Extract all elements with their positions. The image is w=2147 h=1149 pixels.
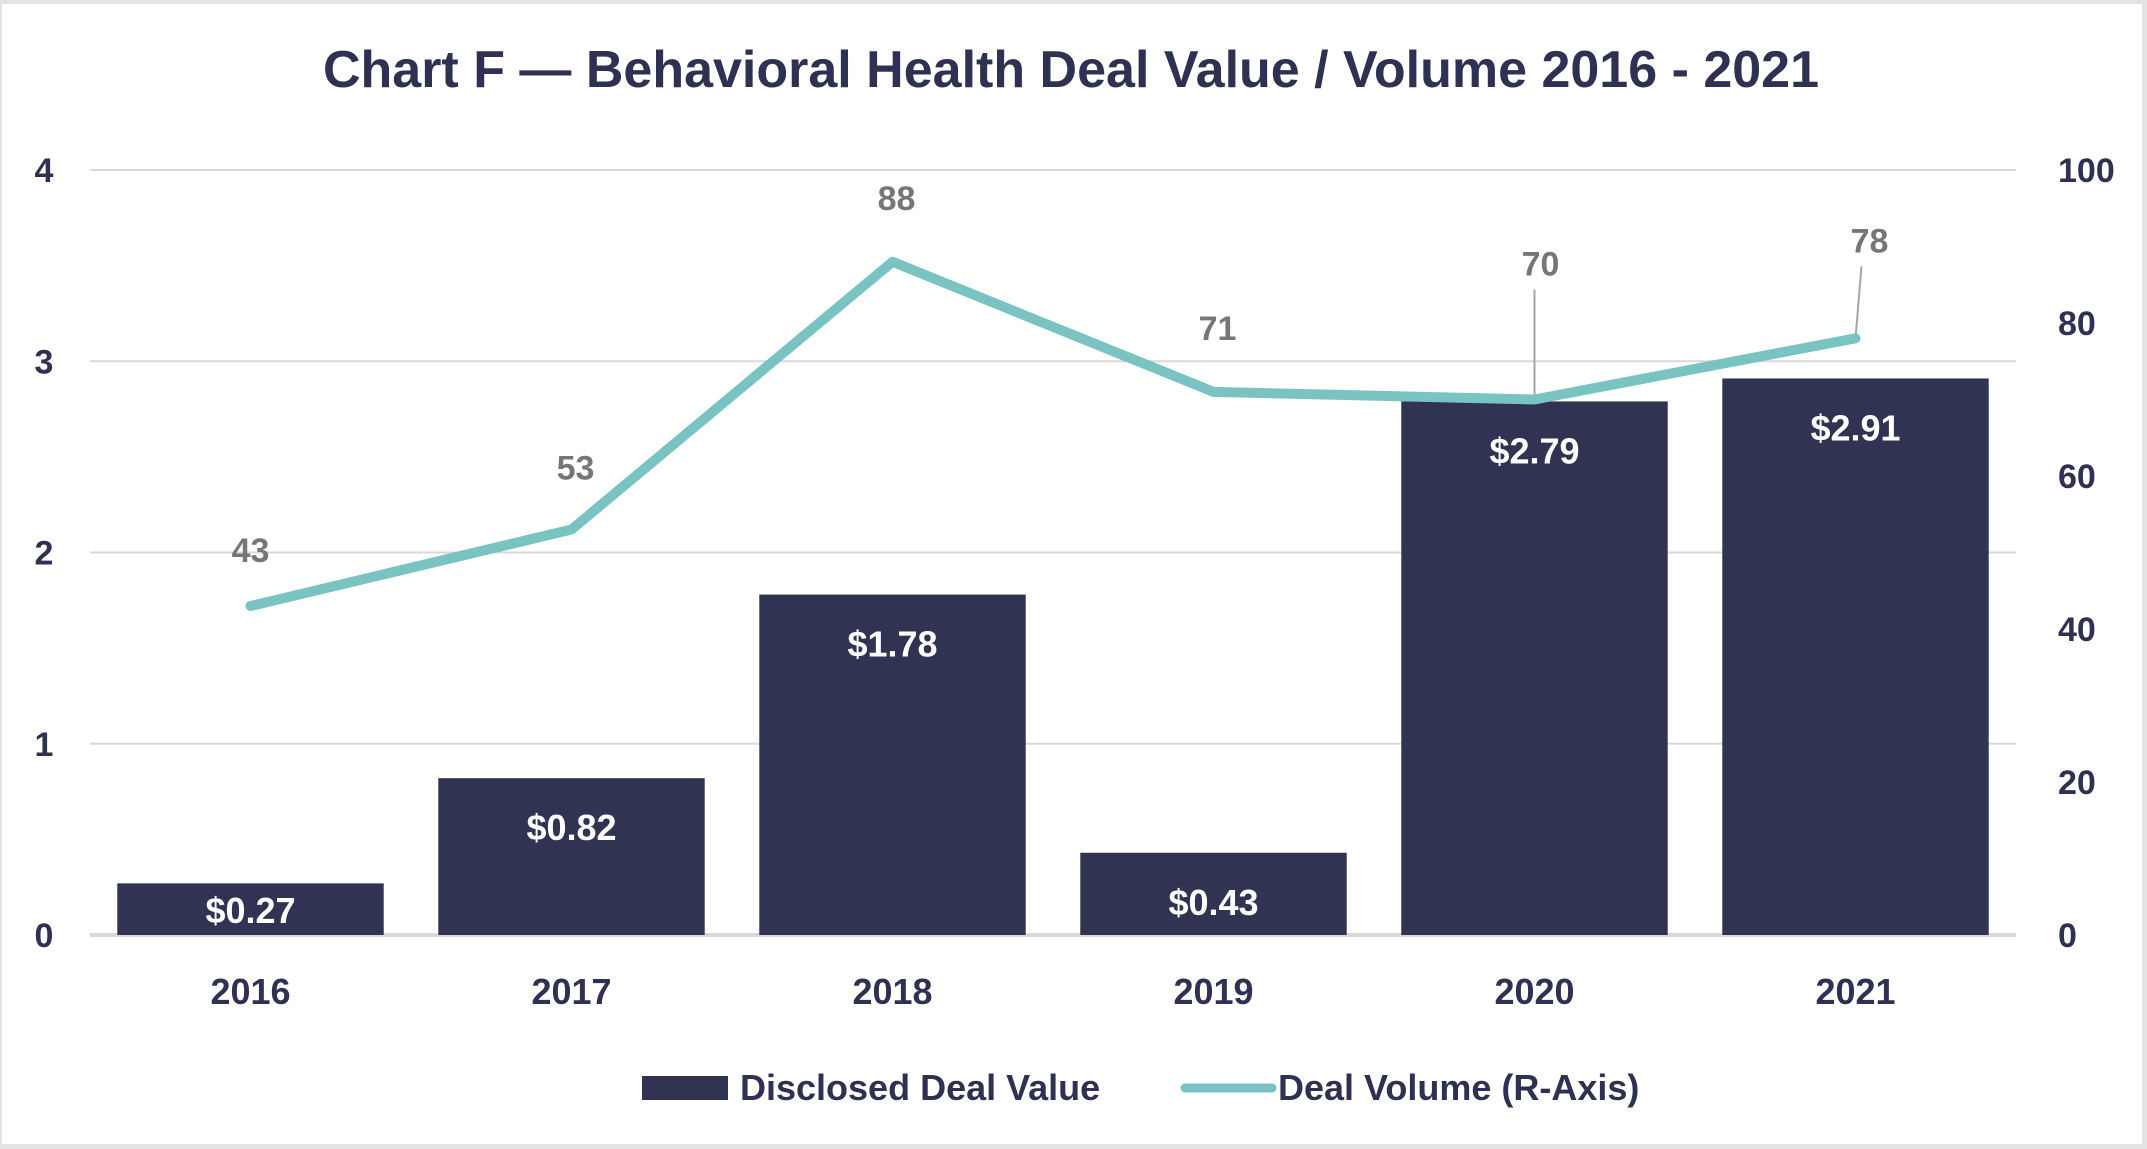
x-tick-label: 2017 — [531, 971, 611, 1012]
deal-volume-line — [245, 256, 1861, 612]
bar-label: $1.78 — [847, 624, 937, 665]
legend-label-deal-volume: Deal Volume (R-Axis) — [1278, 1067, 1639, 1108]
right-tick-label: 0 — [2058, 917, 2077, 955]
bar-2020 — [1401, 401, 1668, 936]
chart-title: Chart F — Behavioral Health Deal Value /… — [323, 41, 1819, 99]
line-label: 71 — [1199, 310, 1237, 348]
bar-2017 — [438, 778, 705, 935]
bar-2018 — [759, 594, 1026, 935]
x-tick-label: 2020 — [1494, 971, 1574, 1012]
left-tick-label: 1 — [35, 726, 54, 764]
left-tick-label: 3 — [35, 343, 54, 381]
chart-frame: Chart F — Behavioral Health Deal Value /… — [2, 4, 2142, 1144]
bar-label: $0.82 — [526, 807, 616, 848]
left-axis: 0 1 2 3 4 — [35, 152, 54, 955]
right-axis: 0 20 40 60 80 100 — [2058, 152, 2115, 955]
bar-label: $0.43 — [1168, 882, 1258, 923]
bar-2019 — [1080, 852, 1347, 935]
line-label: 43 — [232, 532, 270, 570]
left-tick-label: 4 — [35, 152, 54, 190]
left-tick-label: 0 — [35, 917, 54, 955]
right-tick-label: 20 — [2058, 764, 2096, 802]
bar-label: $2.79 — [1489, 430, 1579, 471]
right-tick-label: 40 — [2058, 611, 2096, 649]
bar-label: $2.91 — [1810, 407, 1900, 448]
bar-2016 — [117, 883, 384, 935]
x-tick-label: 2016 — [210, 971, 290, 1012]
left-tick-label: 2 — [35, 535, 54, 573]
line-series — [245, 256, 1861, 612]
legend: Disclosed Deal Value Deal Volume (R-Axis… — [642, 1067, 1639, 1108]
leader-line — [1854, 266, 1863, 339]
line-label: 88 — [878, 180, 916, 218]
right-tick-label: 60 — [2058, 458, 2096, 496]
legend-label-deal-value: Disclosed Deal Value — [740, 1067, 1100, 1108]
right-tick-label: 80 — [2058, 305, 2096, 343]
leader-lines — [1533, 266, 1863, 400]
line-label: 70 — [1522, 246, 1560, 284]
line-label: 78 — [1851, 222, 1889, 260]
bar-2021 — [1722, 378, 1989, 935]
gridlines — [90, 169, 2016, 937]
bar-data-labels: $0.27 $0.82 $1.78 $0.43 $2.79 $2.91 — [205, 407, 1900, 931]
x-tick-label: 2021 — [1815, 971, 1895, 1012]
chart: Chart F — Behavioral Health Deal Value /… — [35, 41, 2115, 1108]
x-tick-label: 2018 — [852, 971, 932, 1012]
bar-series — [117, 378, 1989, 936]
right-tick-label: 100 — [2058, 152, 2115, 190]
line-label: 53 — [557, 450, 595, 488]
bar-label: $0.27 — [205, 890, 295, 931]
x-axis: 2016 2017 2018 2019 2020 2021 — [210, 971, 1895, 1012]
line-data-labels: 43 53 88 71 70 78 — [232, 180, 1889, 570]
x-tick-label: 2019 — [1173, 971, 1253, 1012]
legend-swatch-deal-value — [642, 1076, 728, 1100]
